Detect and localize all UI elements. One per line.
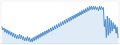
chart	[0, 0, 120, 45]
line	[2, 6, 118, 41]
plot-frame	[1, 1, 119, 44]
plot-area	[2, 6, 118, 44]
area-fill	[2, 6, 118, 44]
